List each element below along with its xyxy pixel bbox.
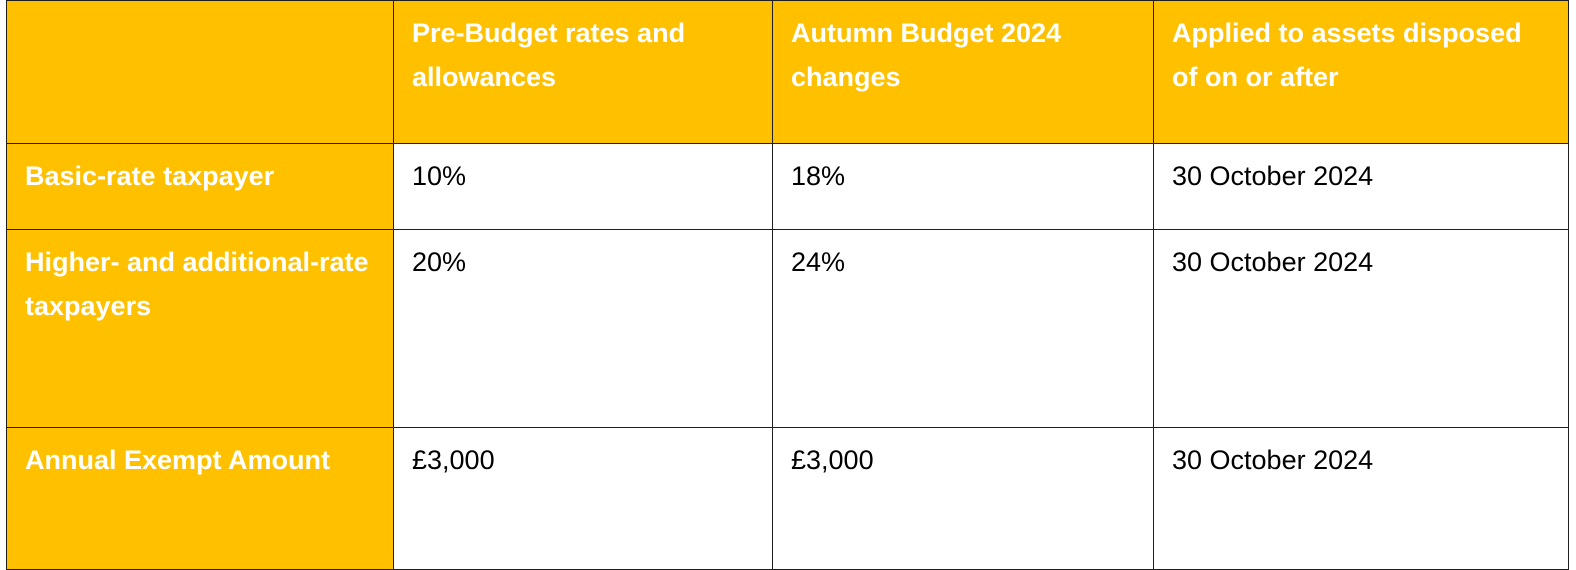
cell-applied-from: 30 October 2024 (1153, 229, 1569, 428)
cell-applied-from: 30 October 2024 (1153, 143, 1569, 230)
cell-autumn-budget: 18% (772, 143, 1154, 230)
header-cell-autumn-budget: Autumn Budget 2024 changes (772, 0, 1154, 144)
table-row: Higher- and additional-rate taxpayers 20… (6, 229, 1569, 428)
header-cell-pre-budget: Pre-Budget rates and allowances (393, 0, 773, 144)
cell-applied-from: 30 October 2024 (1153, 427, 1569, 570)
row-label-annual-exempt-amount: Annual Exempt Amount (6, 427, 394, 570)
table-row: Basic-rate taxpayer 10% 18% 30 October 2… (6, 143, 1569, 230)
cell-pre-budget: £3,000 (393, 427, 773, 570)
header-cell-applied-from: Applied to assets disposed of on or afte… (1153, 0, 1569, 144)
cell-autumn-budget: 24% (772, 229, 1154, 428)
capital-gains-tax-table: Pre-Budget rates and allowances Autumn B… (6, 0, 1569, 570)
row-label-higher-additional-rate: Higher- and additional-rate taxpayers (6, 229, 394, 428)
row-label-basic-rate: Basic-rate taxpayer (6, 143, 394, 230)
table-header-row: Pre-Budget rates and allowances Autumn B… (6, 0, 1569, 144)
table-row: Annual Exempt Amount £3,000 £3,000 30 Oc… (6, 427, 1569, 570)
cell-pre-budget: 20% (393, 229, 773, 428)
header-cell-empty (6, 0, 394, 144)
cell-autumn-budget: £3,000 (772, 427, 1154, 570)
cell-pre-budget: 10% (393, 143, 773, 230)
